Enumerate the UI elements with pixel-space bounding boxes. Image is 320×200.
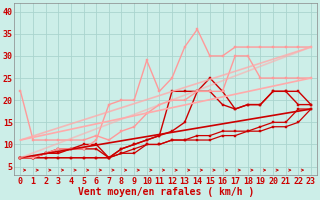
X-axis label: Vent moyen/en rafales ( km/h ): Vent moyen/en rafales ( km/h ) (77, 187, 254, 197)
